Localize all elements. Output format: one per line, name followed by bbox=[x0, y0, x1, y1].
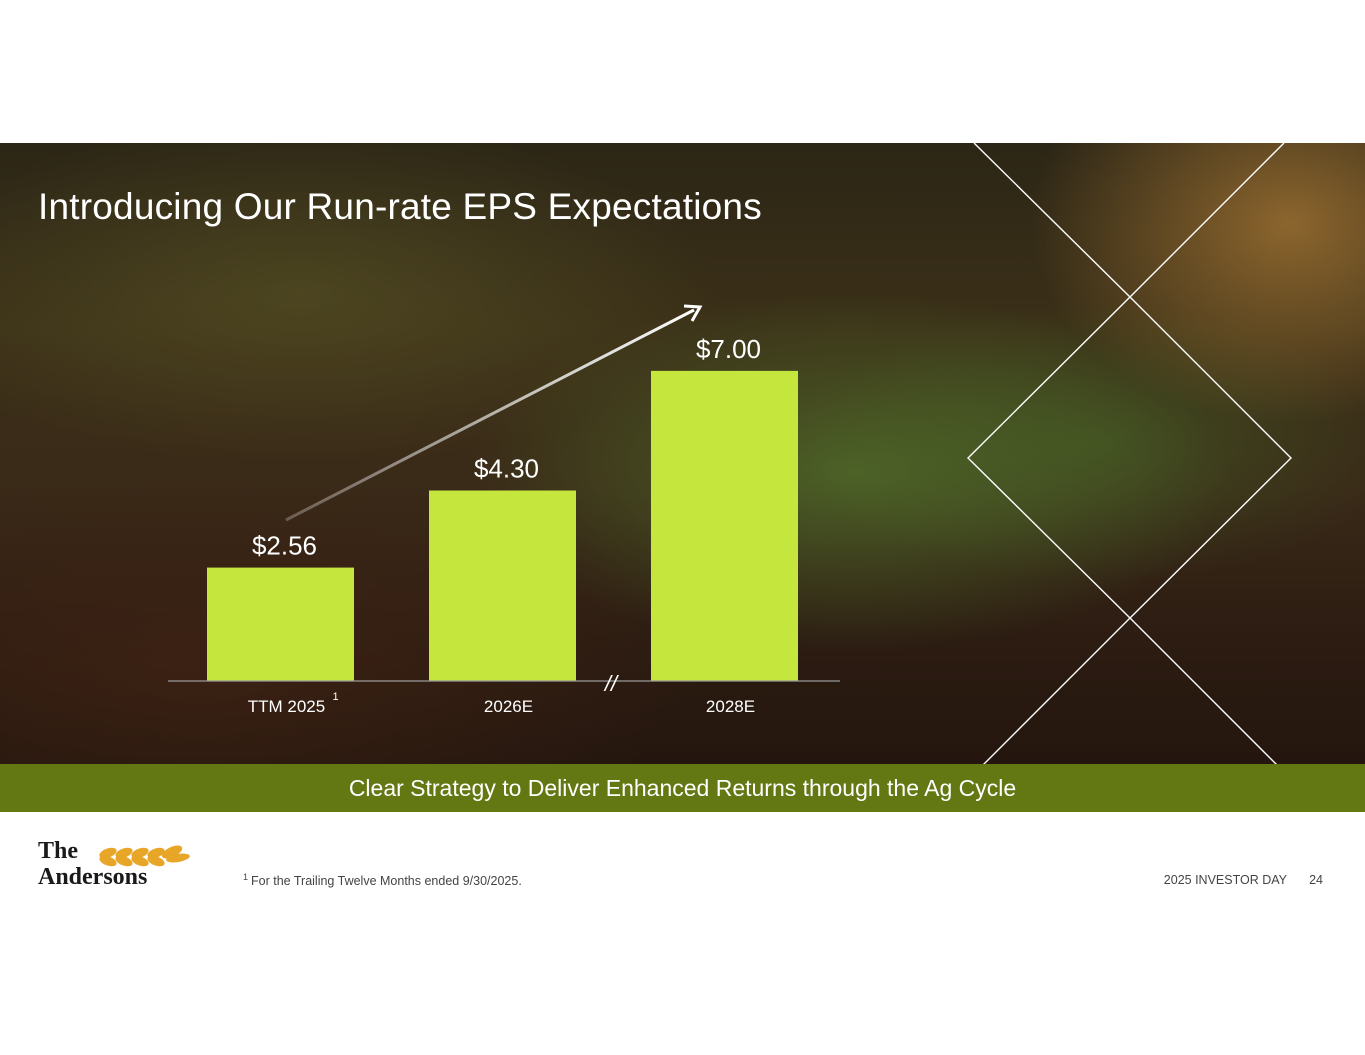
category-label-1: 2026E bbox=[484, 697, 533, 716]
event-label: 2025 INVESTOR DAY bbox=[1163, 873, 1287, 887]
bar-1 bbox=[429, 490, 576, 681]
bar-2 bbox=[651, 370, 798, 681]
category-label-2: 2028E bbox=[706, 697, 755, 716]
diamond-decoration bbox=[967, 143, 1292, 764]
labels-layer: $2.56 TTM 2025 1 $4.30 2026E $7.00 2028E bbox=[248, 334, 761, 716]
slide-title: Introducing Our Run-rate EPS Expectation… bbox=[38, 186, 762, 227]
page-number: 24 bbox=[1309, 873, 1323, 887]
value-label-2: $7.00 bbox=[696, 334, 761, 364]
footnote-text: For the Trailing Twelve Months ended 9/3… bbox=[251, 874, 522, 889]
strategy-banner: Clear Strategy to Deliver Enhanced Retur… bbox=[0, 764, 1365, 812]
axis-break-marker: // bbox=[603, 671, 619, 696]
logo-text-line2: Andersons bbox=[38, 864, 147, 890]
footnote: 1 For the Trailing Twelve Months ended 9/… bbox=[243, 872, 522, 888]
category-label-0: TTM 2025 bbox=[248, 697, 325, 716]
logo-text-line1: The bbox=[38, 838, 78, 864]
wheat-icon bbox=[99, 845, 190, 867]
value-label-0: $2.56 bbox=[252, 531, 317, 561]
bars-layer bbox=[207, 370, 798, 681]
category-footnote-0: 1 bbox=[333, 691, 339, 703]
value-label-1: $4.30 bbox=[474, 453, 539, 483]
trend-arrow bbox=[285, 304, 703, 522]
diamond-line-left bbox=[967, 143, 1131, 764]
company-logo: The Andersons bbox=[38, 838, 190, 890]
bar-0 bbox=[207, 567, 354, 681]
banner-text: Clear Strategy to Deliver Enhanced Retur… bbox=[348, 774, 1017, 801]
svg-text://: // bbox=[603, 671, 619, 696]
diamond-line-right bbox=[1129, 143, 1292, 764]
footnote-marker: 1 bbox=[243, 872, 249, 882]
